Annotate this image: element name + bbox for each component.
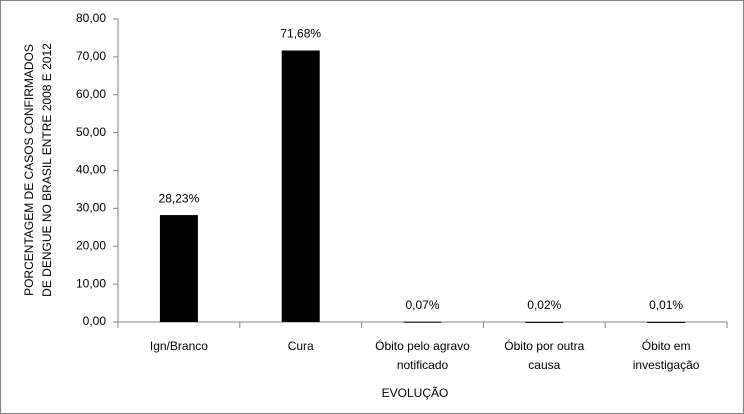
y-tick-label: 40,00: [76, 163, 106, 177]
x-tick-label: Óbito em investigação: [633, 338, 700, 372]
y-tick-label: 60,00: [76, 87, 106, 101]
bar: [159, 215, 198, 322]
data-label: 0,02%: [527, 298, 561, 312]
y-tick-label: 30,00: [76, 201, 106, 215]
x-tick-label: Óbito por outra causa: [504, 338, 584, 372]
x-tick-label: Cura: [288, 339, 314, 353]
x-axis-title: EVOLUÇÃO: [382, 386, 449, 400]
bar: [281, 50, 320, 323]
y-tick-label: 10,00: [76, 276, 106, 290]
bar: [403, 321, 442, 323]
x-tick-label: Ign/Branco: [150, 339, 208, 353]
y-axis-title: PORCENTAGEM DE CASOS CONFIRMADOS: [22, 44, 36, 296]
y-tick-label: 80,00: [76, 11, 106, 25]
y-tick-label: 20,00: [76, 238, 106, 252]
data-label: 0,07%: [405, 298, 439, 312]
y-axis-title: DE DENGUE NO BRASIL ENTRE 2008 E 2012: [40, 43, 54, 297]
bar: [647, 321, 686, 323]
data-label: 71,68%: [280, 27, 321, 41]
y-tick-label: 50,00: [76, 125, 106, 139]
bar: [525, 321, 564, 323]
y-tick-label: 0,00: [83, 314, 107, 328]
data-label: 28,23%: [159, 191, 200, 205]
x-tick-label: Óbito pelo agravo notificado: [375, 338, 470, 372]
data-label: 0,01%: [649, 298, 683, 312]
y-tick-label: 70,00: [76, 49, 106, 63]
